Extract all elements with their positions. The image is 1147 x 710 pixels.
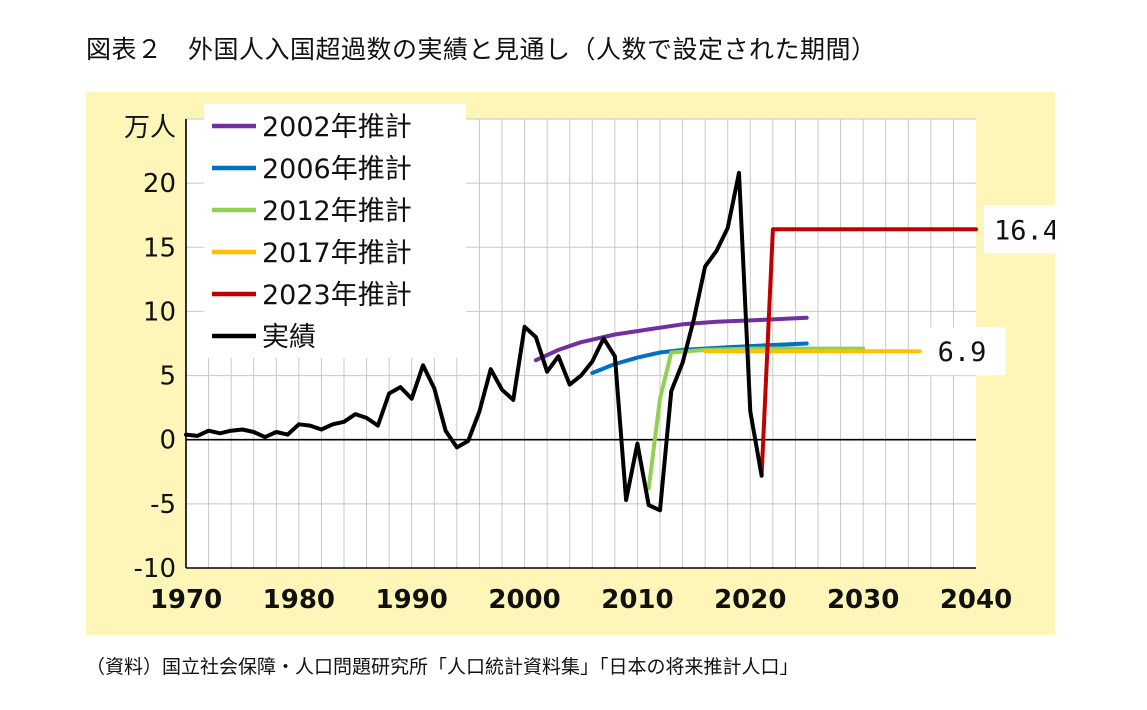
- x-tick-label: 2020: [714, 585, 786, 615]
- legend-box: [204, 104, 466, 358]
- y-tick-label: -10: [134, 554, 176, 584]
- x-tick-label: 2030: [827, 585, 899, 615]
- chart-title: 図表２ 外国人入国超過数の実績と見通し（人数で設定された期間）: [86, 35, 877, 64]
- x-tick-label: 1980: [263, 585, 335, 615]
- x-tick-label: 1990: [376, 585, 448, 615]
- line-chart: -10 -5 0 5 10 15 20 万人 1970 1980 1990 2000 2010 2020 2…: [124, 104, 1055, 615]
- y-tick-label: 10: [143, 297, 176, 327]
- y-tick-label: 0: [159, 426, 176, 456]
- legend-label: 2017年推計: [262, 238, 412, 269]
- y-axis-unit: 万人: [124, 113, 176, 143]
- x-tick-label: 1970: [150, 585, 222, 615]
- x-tick-label: 2040: [940, 585, 1012, 615]
- series-line-2023年推計: [759, 227, 978, 478]
- value-callout: 16.4: [994, 215, 1055, 246]
- y-tick-label: 5: [159, 362, 176, 392]
- source-note: （資料）国立社会保障・人口問題研究所「人口統計資料集」「日本の将来推計人口」: [86, 656, 799, 678]
- legend-label: 2002年推計: [262, 112, 412, 143]
- x-tick-label: 2000: [488, 585, 560, 615]
- y-tick-label: -5: [150, 490, 176, 520]
- series-line-実績: [184, 170, 764, 513]
- series-line-2002年推計: [533, 315, 809, 363]
- value-callout-box: [927, 327, 1006, 376]
- value-callout: 6.9: [938, 337, 987, 368]
- x-tick-label: 2010: [601, 585, 673, 615]
- legend-label: 2023年推計: [262, 280, 412, 311]
- chart-panel: -10 -5 0 5 10 15 20 万人 1970 1980 1990 2000 2010 2020 2…: [86, 92, 1055, 635]
- y-tick-label: 15: [143, 233, 176, 263]
- y-tick-label: 20: [143, 169, 176, 199]
- value-callout-box: [984, 205, 1055, 254]
- legend-label: 2012年推計: [262, 196, 412, 227]
- legend-label: 実績: [262, 322, 316, 353]
- legend-label: 2006年推計: [262, 154, 412, 185]
